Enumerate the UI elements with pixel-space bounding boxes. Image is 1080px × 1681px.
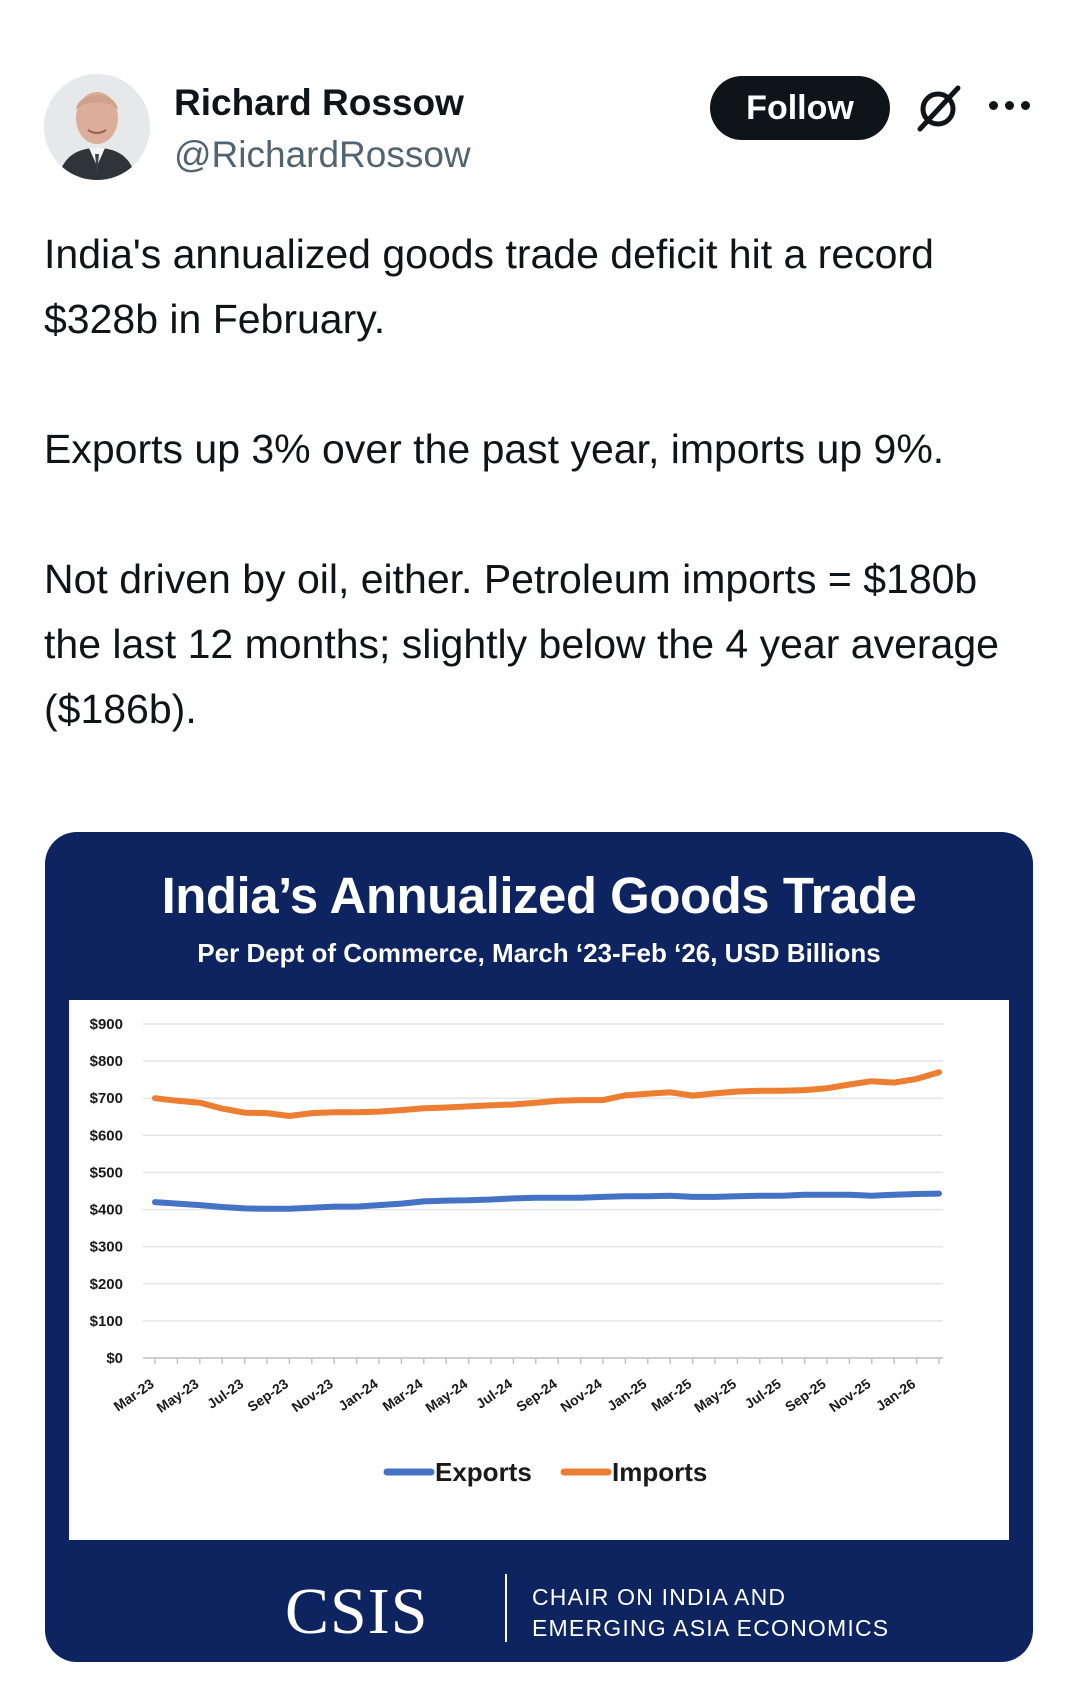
x-tick-label: Mar-25 <box>648 1375 694 1414</box>
chart-panel: $0 $100 $200 $300 $400 $500 $600 $700 $800 $900 Ma… <box>69 1000 1009 1540</box>
y-tick-label: $300 <box>90 1239 123 1256</box>
x-tick-label: Jan-26 <box>873 1375 919 1414</box>
x-tick-label: Mar-24 <box>379 1375 425 1414</box>
y-tick-label: $200 <box>90 1276 123 1293</box>
post-paragraph: Exports up 3% over the past year, import… <box>44 426 945 472</box>
post-media-image[interactable]: India’s Annualized Goods Trade Per Dept … <box>45 832 1033 1662</box>
y-tick-label: $0 <box>106 1350 123 1367</box>
x-tick-label: Nov-25 <box>826 1375 874 1415</box>
avatar[interactable] <box>44 74 150 180</box>
avatar-image <box>44 74 150 180</box>
chair-line-2: EMERGING ASIA ECONOMICS <box>532 1615 890 1641</box>
post-paragraph: Not driven by oil, either. Petroleum imp… <box>44 556 999 732</box>
csis-logo: CSIS <box>285 1575 429 1648</box>
x-tick-label: Jan-24 <box>335 1375 381 1414</box>
x-tick-label: Jan-25 <box>604 1375 650 1414</box>
y-tick-label: $800 <box>90 1053 123 1070</box>
x-tick-label: Sep-25 <box>782 1375 829 1415</box>
logo-divider <box>505 1574 507 1642</box>
y-tick-label: $100 <box>90 1313 123 1330</box>
legend-label: Imports <box>612 1457 707 1487</box>
line-chart: $0 $100 $200 $300 $400 $500 $600 $700 $800 $900 Ma… <box>90 1016 943 1487</box>
legend-label: Exports <box>435 1457 532 1487</box>
y-tick-label: $600 <box>90 1127 123 1144</box>
post-paragraph: India's annualized goods trade deficit h… <box>44 231 934 342</box>
more-icon[interactable] <box>989 90 1051 120</box>
csis-chair-text: CHAIR ON INDIA AND EMERGING ASIA ECONOMI… <box>532 1582 889 1644</box>
x-tick-label: Nov-23 <box>288 1375 336 1415</box>
y-tick-label: $900 <box>90 1016 123 1033</box>
series-line-imports <box>152 1069 942 1119</box>
y-tick-label: $400 <box>90 1202 123 1219</box>
x-tick-label: Nov-24 <box>557 1375 605 1415</box>
chair-line-1: CHAIR ON INDIA AND <box>532 1584 787 1610</box>
chart-subtitle: Per Dept of Commerce, March ‘23-Feb ‘26,… <box>197 938 881 968</box>
x-tick-label: May-23 <box>153 1375 201 1415</box>
post-text: India's annualized goods trade deficit h… <box>44 222 1004 742</box>
chart-title: India’s Annualized Goods Trade <box>161 867 917 924</box>
author-name[interactable]: Richard Rossow <box>174 82 464 123</box>
post-header: Richard Rossow @RichardRossow Follow <box>44 74 1044 184</box>
x-tick-label: May-24 <box>422 1375 470 1415</box>
grok-icon[interactable] <box>914 82 966 134</box>
y-tick-label: $500 <box>90 1164 123 1181</box>
y-tick-label: $700 <box>90 1090 123 1107</box>
x-tick-label: Mar-23 <box>111 1375 157 1414</box>
x-tick-label: May-25 <box>691 1375 739 1415</box>
x-tick-label: Jul-25 <box>742 1375 784 1411</box>
x-tick-label: Sep-23 <box>244 1375 291 1415</box>
x-tick-label: Sep-24 <box>513 1375 560 1415</box>
author-handle[interactable]: @RichardRossow <box>174 134 471 175</box>
x-tick-label: Jul-24 <box>473 1375 515 1411</box>
series-line-exports <box>152 1190 942 1212</box>
x-tick-label: Jul-23 <box>204 1375 246 1411</box>
follow-button[interactable]: Follow <box>710 76 890 140</box>
